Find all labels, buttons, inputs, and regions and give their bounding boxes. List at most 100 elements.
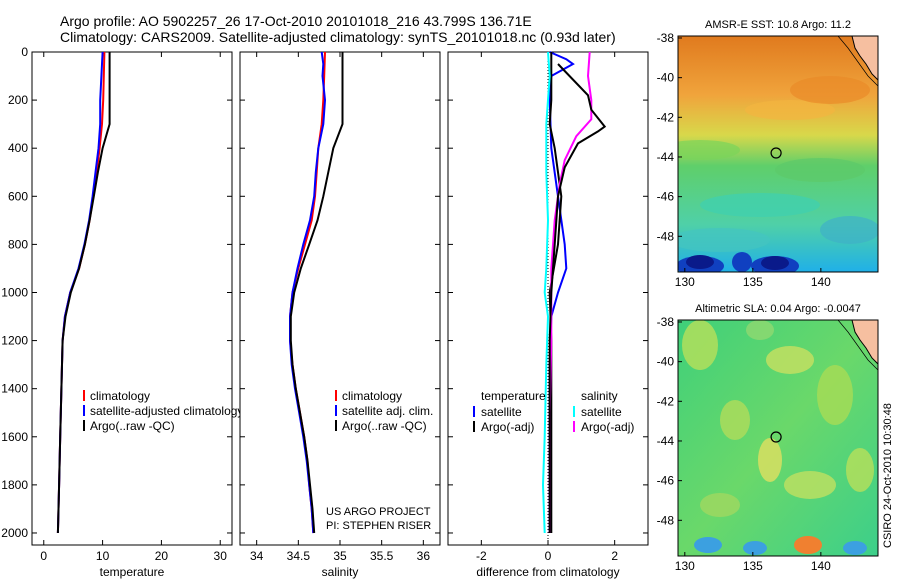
y-tick-label: -44 [657,150,675,164]
x-tick-label: 0 [545,549,552,563]
x-tick-label: -2 [476,549,487,563]
series-line-3 [289,52,344,534]
map-title: AMSR-E SST: 10.8 Argo: 11.2 [705,19,851,31]
legend-entry: climatology [90,389,150,403]
y-tick-label: 400 [8,141,28,155]
low-sla-eddy [743,541,767,555]
sla-texture [758,438,782,482]
map-field [678,320,878,556]
cold-eddy-core [761,256,789,270]
sla-texture [766,346,814,374]
sla-texture [720,400,750,440]
argo-float-marker [770,431,782,443]
y-tick-label: -38 [657,31,675,45]
legend-entry: satellite-adjusted climatology [90,404,243,418]
x-tick-label: 35.5 [370,549,394,563]
y-tick-label: -46 [657,474,675,488]
coastline-contour [837,320,878,371]
land-area [851,36,878,81]
legend-entry: satellite adj. clim. [342,404,433,418]
sla-texture [682,320,718,370]
x-axis-label: salinity [322,565,359,579]
sst-texture [820,216,878,244]
sla-texture [846,448,874,492]
sst-texture [678,140,740,160]
profile-panel-2: 34 34.5 35 35.5 36 salinity climatologysatelli… [239,51,441,579]
series-line-5 [548,63,607,533]
figure-title-line2: Climatology: CARS2009. Satellite-adjuste… [60,29,616,45]
high-sla-eddy [794,536,822,554]
legend-entry: Argo(..raw -QC) [90,419,175,433]
x-tick-label: 130 [675,559,695,573]
y-tick-label: -42 [657,394,675,408]
low-sla-eddy [843,541,867,555]
y-tick-label: 2000 [1,526,28,540]
y-tick-label: 0 [21,45,28,59]
y-tick-label: -40 [657,71,675,85]
x-tick-label: 20 [155,549,169,563]
x-axis-label: temperature [100,565,165,579]
y-tick-label: 800 [8,237,28,251]
map-field [678,36,878,272]
low-sla-eddy [694,537,722,553]
plot-frame [31,51,233,546]
sla-map-panel: 130 135 140 -38 -40 -42 -44 -46 -48 Altimetric SL… [657,303,879,573]
cold-eddy-core [686,255,714,269]
map-frame [677,35,879,273]
x-tick-label: 140 [811,559,831,573]
y-tick-label: -42 [657,110,675,124]
series-line-3 [541,51,551,534]
side-timestamp-label: CSIRO 24-Oct-2010 10:30:48 [882,403,894,548]
sst-map-panel: 130 135 140 -38 -40 -42 -44 -46 -48 AMSR-E SST: 1… [657,19,879,289]
x-tick-label: 10 [96,549,110,563]
legend-entry: climatology [342,389,402,403]
profile-panel-3: -2 0 2 difference from climatology temperatu… [447,51,649,579]
sst-texture [745,100,835,120]
sla-texture [746,320,774,340]
sst-texture [790,76,870,104]
sst-texture [700,193,820,217]
x-tick-label: 34.5 [287,549,311,563]
y-tick-label: 1000 [1,285,28,299]
legend-entry: satellite [581,405,622,419]
project-note-line1: US ARGO PROJECT [326,506,431,518]
y-tick-label: 1400 [1,382,28,396]
y-tick-label: -48 [657,229,675,243]
map-frame [677,319,879,557]
y-tick-label: -48 [657,513,675,527]
profile-panel-1: 0 10 20 30 0 200 400 600 800 1000 1200 1400 1600 1800… [1,45,243,579]
argo-float-marker [770,147,782,159]
x-tick-label: 130 [675,275,695,289]
legend-entry: Argo(-adj) [581,420,634,434]
plot-frame [239,51,441,546]
sla-texture [700,493,740,517]
map-title: Altimetric SLA: 0.04 Argo: -0.0047 [695,303,861,315]
y-tick-label: 1600 [1,430,28,444]
x-tick-label: 2 [611,549,618,563]
legend-group-heading: temperature [481,389,546,403]
legend-entry: Argo(-adj) [481,420,534,434]
y-tick-label: -40 [657,355,675,369]
y-tick-label: 1200 [1,334,28,348]
x-tick-label: 34 [250,549,264,563]
coastline-contour [837,36,878,87]
series-line-3 [56,52,111,534]
legend-entry: satellite [481,405,522,419]
x-tick-label: 35 [333,549,347,563]
sla-texture [817,365,853,425]
sst-texture [775,158,865,182]
sst-texture [678,228,770,252]
figure-title-line1: Argo profile: AO 5902257_26 17-Oct-2010 … [60,13,532,29]
series-line-4 [548,51,593,533]
y-tick-label: -44 [657,434,675,448]
y-tick-label: 600 [8,189,28,203]
legend-group-heading: salinity [581,389,618,403]
x-tick-label: 135 [743,275,763,289]
x-tick-label: 135 [743,559,763,573]
y-tick-label: -46 [657,190,675,204]
project-note-line2: PI: STEPHEN RISER [326,520,431,532]
x-tick-label: 36 [417,549,431,563]
x-axis-label: difference from climatology [476,565,619,579]
y-tick-label: 1800 [1,478,28,492]
